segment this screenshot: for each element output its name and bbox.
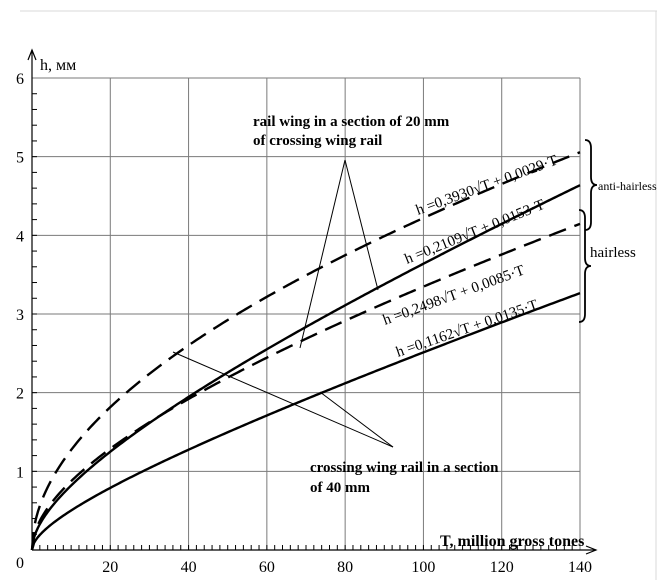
- y-tick-label: 6: [16, 71, 24, 88]
- bracket-upper-label: anti-hairless: [598, 179, 657, 193]
- y-tick-label: 1: [16, 464, 24, 481]
- annotation-dashed-line-1: rail wing in a section of 20 mm: [253, 114, 450, 130]
- bracket-lower-label: hairless: [590, 245, 636, 261]
- pointer-line-lower-1: [172, 351, 394, 448]
- brackets: anti-hairless hairless: [578, 139, 657, 323]
- bracket-upper: [584, 139, 598, 231]
- y-tick-label: 4: [16, 228, 24, 245]
- y-tick-label: 0: [16, 555, 24, 572]
- pointer-line-upper-1: [299, 159, 346, 349]
- x-tick-label: 80: [337, 559, 353, 576]
- series-line-3: [30, 222, 581, 551]
- x-tick-label: 20: [102, 559, 118, 576]
- equation-labels: h =0,3930√T + 0,0029·Th =0,2109√T + 0,01…: [381, 153, 560, 361]
- annotation-dashed-line-2: of crossing wing rail: [253, 133, 382, 149]
- bracket-lower: [578, 209, 592, 323]
- series-line-2: [30, 184, 581, 551]
- series-line-1: [30, 151, 581, 551]
- x-tick-label: 140: [568, 559, 592, 576]
- tick-labels: 20 40 60 80 100 120 140 0 1 2 3 4 5 6 h, мм T, million …: [16, 57, 592, 576]
- pointer-line-lower-2: [319, 391, 394, 448]
- series-lines: [30, 151, 581, 551]
- y-tick-label: 3: [16, 307, 24, 324]
- series-line-4: [30, 292, 581, 551]
- y-tick-label: 5: [16, 150, 24, 167]
- axes: [27, 48, 598, 555]
- x-tick-label: 40: [181, 559, 197, 576]
- pointer-line-upper-2: [344, 159, 379, 291]
- annotation-solid-line-2: of 40 mm: [310, 480, 370, 496]
- x-tick-label: 100: [411, 559, 435, 576]
- annotations: rail wing in a section of 20 mm of crossi…: [253, 114, 499, 496]
- x-tick-label: 60: [259, 559, 275, 576]
- x-tick-label: 120: [490, 559, 514, 576]
- x-axis-title: T, million gross tones: [440, 533, 584, 550]
- y-axis-title: h, мм: [40, 57, 76, 74]
- grid: [32, 77, 581, 550]
- y-axis-arrow: [27, 48, 37, 61]
- y-tick-label: 2: [16, 386, 24, 403]
- annotation-solid-line-1: crossing wing rail in a section: [310, 460, 499, 476]
- x-axis-arrow: [585, 545, 598, 555]
- annotation-pointers: [172, 159, 394, 448]
